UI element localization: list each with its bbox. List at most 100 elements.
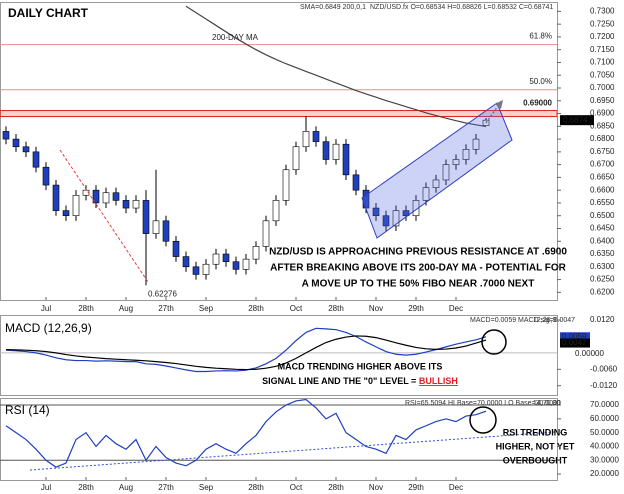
panel-title: MACD (12,26,9) bbox=[5, 321, 92, 335]
x-tick-label: 27th bbox=[158, 304, 174, 313]
candle-body bbox=[462, 149, 470, 160]
candle-body bbox=[282, 169, 290, 201]
x-tick-label: 27th bbox=[158, 483, 174, 492]
x-tick-label: Nov bbox=[369, 483, 383, 492]
x-tick-label: 28th bbox=[248, 304, 264, 313]
header: RSI=65.5094 HI Base=70.0000 LO Base=30.0… bbox=[405, 400, 561, 407]
y-tick-label: 0.7200 bbox=[590, 32, 615, 41]
candle-body bbox=[292, 146, 300, 171]
x-tick-label: Sep bbox=[199, 483, 214, 492]
y-tick-label: 0.6250 bbox=[590, 275, 615, 284]
y-tick-label: 0.6300 bbox=[590, 262, 615, 271]
candle-body bbox=[312, 131, 320, 142]
last-value-label: 0.0059 bbox=[562, 332, 587, 341]
rsi-circle bbox=[469, 406, 497, 434]
header: 12,26,9 bbox=[533, 317, 556, 324]
y-tick-label: 0.6950 bbox=[590, 96, 615, 105]
series-line bbox=[5, 335, 487, 371]
y-tick-label: 0.6850 bbox=[590, 121, 615, 130]
arrow-head bbox=[495, 100, 503, 109]
x-tick-label: 28th bbox=[78, 483, 94, 492]
x-tick-label: 28th bbox=[328, 304, 344, 313]
last-price-label: 0.6874 bbox=[563, 115, 588, 124]
y-tick-label: 0.7050 bbox=[590, 70, 615, 79]
candle-body bbox=[222, 253, 230, 262]
y-tick-label: -0.0120 bbox=[590, 381, 618, 390]
candle-body bbox=[472, 138, 480, 150]
y-tick-label: 0.7000 bbox=[590, 83, 615, 92]
x-tick-label: Sep bbox=[199, 304, 214, 313]
x-tick-label: Dec bbox=[449, 304, 463, 313]
candle-body bbox=[2, 131, 10, 140]
candle-body bbox=[392, 210, 400, 227]
y-tick-label: 70.0000 bbox=[590, 400, 619, 409]
header: SMA=0.6849 200,0,1 bbox=[300, 4, 366, 11]
y-tick-label: 0.7150 bbox=[590, 45, 615, 54]
y-tick-label: 0.6500 bbox=[590, 211, 615, 220]
y-tick-label: 40.0000 bbox=[590, 442, 619, 451]
y-tick-label: 0.6800 bbox=[590, 134, 615, 143]
last-price-box bbox=[560, 115, 594, 126]
overlays bbox=[29, 100, 556, 471]
y-tick-label: 0.7100 bbox=[590, 58, 615, 67]
annotation: SIGNAL LINE AND THE "0" LEVEL = BULLISH bbox=[262, 376, 458, 386]
x-tick-label: Jul bbox=[41, 304, 51, 313]
y-tick-label: 0.7250 bbox=[590, 19, 615, 28]
x-tick-label: Jul bbox=[41, 483, 51, 492]
x-tick-label: Oct bbox=[290, 304, 303, 313]
annotation-emphasis: BULLISH bbox=[419, 376, 458, 386]
header: MACD=0.0059 MACD sig=0.0047 bbox=[470, 317, 575, 324]
candle-body bbox=[62, 210, 70, 217]
candle-body bbox=[422, 187, 430, 201]
channel bbox=[361, 102, 513, 239]
panel-title: RSI (14) bbox=[5, 403, 50, 417]
candle-body bbox=[372, 207, 380, 217]
candle-body bbox=[212, 253, 220, 265]
level-label: 0.69000 bbox=[523, 99, 552, 108]
x-tick-label: Dec bbox=[449, 483, 463, 492]
candle-body bbox=[382, 215, 390, 227]
candle-body bbox=[122, 200, 130, 209]
candle-body bbox=[102, 192, 110, 204]
candle-body bbox=[92, 189, 100, 204]
series-line bbox=[5, 398, 487, 468]
y-tick-label: 60.0000 bbox=[590, 414, 619, 423]
candle-body bbox=[152, 220, 160, 234]
annotation: RSI TRENDING bbox=[503, 427, 568, 437]
x-tick-label: 28th bbox=[78, 304, 94, 313]
candle-body bbox=[322, 141, 330, 160]
candle-body bbox=[42, 166, 50, 186]
y-tick-label: 0.6750 bbox=[590, 147, 615, 156]
y-tick-label: 0.6900 bbox=[590, 109, 615, 118]
y-tick-label: 30.0000 bbox=[590, 455, 619, 464]
candle-body bbox=[12, 138, 20, 148]
annotation: A MOVE UP TO THE 50% FIBO NEAR .7000 NEX… bbox=[302, 279, 535, 290]
low-label: 0.62276 bbox=[148, 289, 177, 298]
candle-body bbox=[22, 146, 30, 153]
zero-label: 0.00000 bbox=[575, 349, 604, 358]
y-tick-label: 0.0120 bbox=[590, 315, 615, 324]
y-tick-label: 20.0000 bbox=[590, 469, 619, 478]
chart-title: DAILY CHART bbox=[8, 6, 89, 20]
x-tick-label: 28th bbox=[328, 483, 344, 492]
y-tick-label: 0.6600 bbox=[590, 185, 615, 194]
y-tick-label: 0.6450 bbox=[590, 224, 615, 233]
candle-body bbox=[402, 210, 410, 217]
x-tick-label: 28th bbox=[248, 483, 264, 492]
header: 14,70,30 bbox=[533, 400, 560, 407]
rsi-frame bbox=[0, 398, 558, 481]
x-tick-label: 29th bbox=[408, 483, 424, 492]
y-tick-label: -0.0060 bbox=[590, 364, 618, 373]
x-tick-label: 29th bbox=[408, 304, 424, 313]
ma-label: 200-DAY MA bbox=[212, 33, 259, 42]
candle-body bbox=[332, 143, 340, 160]
x-tick-label: Nov bbox=[369, 304, 383, 313]
macd-circle bbox=[481, 329, 507, 355]
y-tick-label: 0.6400 bbox=[590, 236, 615, 245]
fibo-line bbox=[59, 149, 149, 283]
resistance-band bbox=[0, 110, 557, 118]
candle-body bbox=[192, 266, 200, 275]
candle-body bbox=[182, 256, 190, 268]
